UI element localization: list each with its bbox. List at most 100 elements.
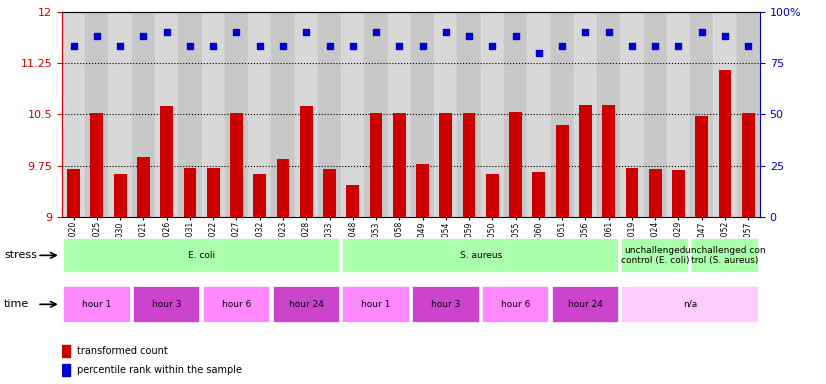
Text: hour 1: hour 1 xyxy=(361,300,391,309)
Bar xyxy=(62,364,70,376)
Bar xyxy=(108,12,132,217)
Text: hour 24: hour 24 xyxy=(289,300,324,309)
Bar xyxy=(63,286,131,323)
Bar xyxy=(206,168,220,217)
Point xyxy=(556,43,569,50)
Point xyxy=(206,43,220,50)
Point xyxy=(67,43,80,50)
Bar xyxy=(91,113,103,217)
Point xyxy=(392,43,406,50)
Point xyxy=(742,43,755,50)
Point xyxy=(486,43,499,50)
Bar xyxy=(323,169,336,217)
Point xyxy=(416,43,430,50)
Point xyxy=(439,29,453,35)
Bar xyxy=(300,106,312,217)
Bar xyxy=(486,174,499,217)
Bar xyxy=(643,12,667,217)
Bar xyxy=(695,116,708,217)
Point xyxy=(113,43,126,50)
Bar xyxy=(463,113,476,217)
Point xyxy=(90,33,103,39)
Bar xyxy=(370,113,382,217)
Bar xyxy=(556,124,568,217)
Bar xyxy=(62,345,70,357)
Bar xyxy=(691,12,714,217)
Point xyxy=(300,29,313,35)
Bar xyxy=(133,286,201,323)
Bar xyxy=(504,12,527,217)
Bar xyxy=(621,238,689,273)
Bar xyxy=(318,12,341,217)
Bar xyxy=(342,238,620,273)
Bar xyxy=(719,70,731,217)
Bar xyxy=(667,12,691,217)
Text: unchallenged con
trol (S. aureus): unchallenged con trol (S. aureus) xyxy=(685,246,766,265)
Bar xyxy=(342,286,410,323)
Bar xyxy=(533,172,545,217)
Bar xyxy=(393,113,406,217)
Point xyxy=(719,33,732,39)
Bar xyxy=(137,157,150,217)
Bar xyxy=(183,168,197,217)
Point xyxy=(369,29,382,35)
Bar xyxy=(602,105,615,217)
Bar xyxy=(742,113,755,217)
Bar xyxy=(691,238,759,273)
Text: E. coli: E. coli xyxy=(188,251,215,260)
Point xyxy=(346,43,359,50)
Bar xyxy=(737,12,760,217)
Point xyxy=(323,43,336,50)
Bar xyxy=(621,286,759,323)
Bar xyxy=(230,113,243,217)
Point xyxy=(230,29,243,35)
Point xyxy=(463,33,476,39)
Bar xyxy=(434,12,458,217)
Text: time: time xyxy=(4,299,30,310)
Bar xyxy=(387,12,411,217)
Bar xyxy=(67,169,80,217)
Bar xyxy=(85,12,108,217)
Point xyxy=(532,50,545,56)
Bar xyxy=(574,12,597,217)
Text: hour 1: hour 1 xyxy=(82,300,112,309)
Bar xyxy=(225,12,248,217)
Point xyxy=(648,43,662,50)
Bar xyxy=(114,174,126,217)
Bar xyxy=(346,185,359,217)
Bar xyxy=(416,164,429,217)
Bar xyxy=(412,286,480,323)
Bar xyxy=(579,105,591,217)
Bar xyxy=(271,12,295,217)
Bar xyxy=(295,12,318,217)
Text: stress: stress xyxy=(4,250,37,260)
Point xyxy=(137,33,150,39)
Text: hour 6: hour 6 xyxy=(221,300,251,309)
Text: transformed count: transformed count xyxy=(77,346,168,356)
Text: hour 24: hour 24 xyxy=(568,300,603,309)
Bar xyxy=(248,12,271,217)
Point xyxy=(602,29,615,35)
Bar xyxy=(341,12,364,217)
Point xyxy=(509,33,522,39)
Text: hour 3: hour 3 xyxy=(431,300,461,309)
Point xyxy=(160,29,173,35)
Point xyxy=(253,43,266,50)
Point xyxy=(277,43,290,50)
Bar xyxy=(714,12,737,217)
Bar xyxy=(63,238,340,273)
Bar xyxy=(202,286,270,323)
Bar xyxy=(510,112,522,217)
Text: unchallenged
control (E. coli): unchallenged control (E. coli) xyxy=(621,246,690,265)
Text: hour 6: hour 6 xyxy=(501,300,530,309)
Bar xyxy=(62,12,85,217)
Text: S. aureus: S. aureus xyxy=(459,251,502,260)
Text: n/a: n/a xyxy=(683,300,697,309)
Point xyxy=(579,29,592,35)
Bar xyxy=(597,12,620,217)
Point xyxy=(183,43,197,50)
Bar xyxy=(160,106,173,217)
Bar xyxy=(254,174,266,217)
Point xyxy=(625,43,638,50)
Bar xyxy=(649,169,662,217)
